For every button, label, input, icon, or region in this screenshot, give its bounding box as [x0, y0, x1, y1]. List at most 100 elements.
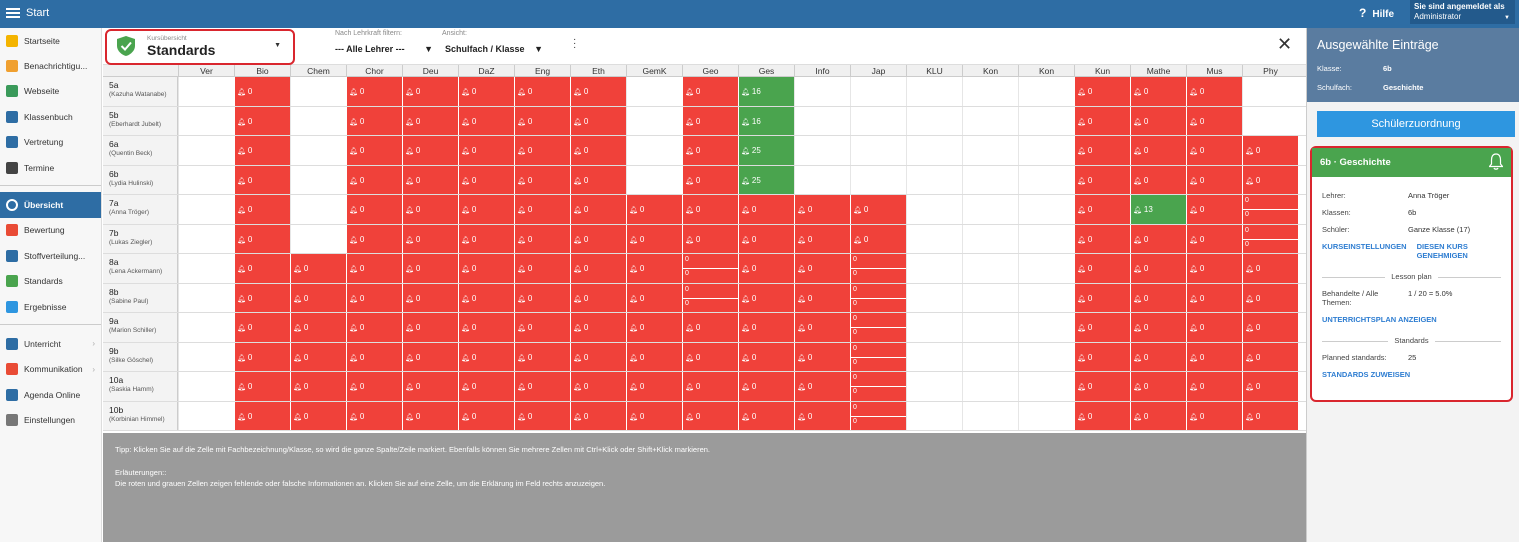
- grid-cell[interactable]: 🔔︎ 0: [682, 136, 738, 165]
- subject-header[interactable]: Mathe: [1130, 65, 1186, 76]
- grid-cell[interactable]: 🔔︎ 25: [738, 136, 794, 165]
- grid-cell[interactable]: 🔔︎ 0: [1186, 224, 1242, 253]
- grid-cell[interactable]: 🔔︎ 0: [514, 401, 570, 430]
- class-label[interactable]: 5b (Eberhardt Jubelt): [103, 106, 178, 135]
- grid-cell[interactable]: 🔔︎ 0: [1130, 401, 1186, 430]
- grid-cell[interactable]: 🔔︎ 0: [570, 195, 626, 224]
- grid-cell[interactable]: 🔔︎ 0: [1074, 254, 1130, 283]
- grid-cell[interactable]: 🔔︎ 0: [682, 195, 738, 224]
- grid-cell[interactable]: [906, 372, 962, 401]
- grid-cell[interactable]: 🔔︎ 0: [514, 254, 570, 283]
- grid-cell[interactable]: 🔔︎ 25: [738, 165, 794, 194]
- grid-cell[interactable]: [178, 283, 234, 312]
- grid-cell[interactable]: 🔔︎ 0: [626, 313, 682, 342]
- class-label[interactable]: 7b (Lukas Ziegler): [103, 224, 178, 253]
- grid-cell[interactable]: [906, 254, 962, 283]
- grid-cell[interactable]: 🔔︎ 0: [290, 283, 346, 312]
- subject-header[interactable]: Eng: [514, 65, 570, 76]
- grid-cell[interactable]: [850, 106, 906, 135]
- grid-cell[interactable]: 🔔︎ 0: [234, 195, 290, 224]
- sidebar-item-desk[interactable]: Unterricht ›: [0, 331, 101, 356]
- grid-cell[interactable]: 🔔︎ 0: [626, 372, 682, 401]
- grid-cell[interactable]: 🔔︎ 0: [290, 372, 346, 401]
- grid-cell[interactable]: [794, 136, 850, 165]
- grid-cell[interactable]: [906, 77, 962, 106]
- grid-cell[interactable]: 🔔︎ 0: [682, 224, 738, 253]
- subject-header[interactable]: Deu: [402, 65, 458, 76]
- grid-cell[interactable]: 🔔︎ 0: [402, 136, 458, 165]
- grid-cell[interactable]: 🔔︎ 0: [234, 401, 290, 430]
- grid-cell[interactable]: 🔔︎ 0: [794, 401, 850, 430]
- sidebar-item-pen[interactable]: Agenda Online: [0, 382, 101, 407]
- grid-cell[interactable]: [1018, 195, 1074, 224]
- grid-cell[interactable]: [1018, 224, 1074, 253]
- grid-cell[interactable]: 🔔︎ 0: [570, 106, 626, 135]
- grid-cell[interactable]: 🔔︎ 0: [794, 195, 850, 224]
- class-label[interactable]: 10a (Saskia Hamm): [103, 372, 178, 401]
- view-selector[interactable]: Kursübersicht Standards ▼: [105, 29, 295, 65]
- grid-cell[interactable]: [1018, 342, 1074, 371]
- grid-cell[interactable]: [906, 106, 962, 135]
- grid-cell[interactable]: [850, 136, 906, 165]
- grid-cell[interactable]: [962, 372, 1018, 401]
- grid-cell[interactable]: 🔔︎ 0: [738, 224, 794, 253]
- grid-cell[interactable]: [962, 77, 1018, 106]
- grid-cell[interactable]: 🔔︎ 0: [1186, 342, 1242, 371]
- grid-cell[interactable]: [962, 195, 1018, 224]
- grid-cell[interactable]: 🔔︎ 0: [514, 106, 570, 135]
- grid-cell[interactable]: [906, 342, 962, 371]
- grid-cell[interactable]: 🔔︎ 0: [1186, 401, 1242, 430]
- grid-cell[interactable]: 🔔︎ 0: [346, 165, 402, 194]
- sidebar-item-chat[interactable]: Kommunikation ›: [0, 357, 101, 382]
- grid-cell[interactable]: 🔔︎ 0: [1242, 313, 1298, 342]
- grid-cell[interactable]: 🔔︎ 0: [794, 224, 850, 253]
- subject-header[interactable]: Ges: [738, 65, 794, 76]
- more-options-icon[interactable]: · · ·: [573, 34, 577, 53]
- grid-cell[interactable]: 🔔︎ 0: [458, 283, 514, 312]
- grid-cell[interactable]: 🔔︎ 0: [346, 195, 402, 224]
- grid-cell[interactable]: 🔔︎ 0: [346, 106, 402, 135]
- grid-cell[interactable]: [290, 77, 346, 106]
- grid-cell[interactable]: [1018, 165, 1074, 194]
- grid-cell[interactable]: 🔔︎ 0: [738, 283, 794, 312]
- grid-cell[interactable]: 🔔︎ 0: [514, 195, 570, 224]
- grid-cell[interactable]: 🔔︎ 0: [458, 254, 514, 283]
- grid-cell[interactable]: 🔔︎ 0: [570, 401, 626, 430]
- grid-cell[interactable]: [962, 106, 1018, 135]
- grid-cell[interactable]: 🔔︎ 0: [458, 224, 514, 253]
- grid-cell[interactable]: 🔔︎ 0: [570, 372, 626, 401]
- grid-cell[interactable]: 🔔︎ 0: [738, 401, 794, 430]
- grid-cell[interactable]: [962, 136, 1018, 165]
- grid-cell[interactable]: 🔔︎ 0: [1186, 106, 1242, 135]
- grid-cell[interactable]: 🔔︎ 0: [458, 195, 514, 224]
- grid-cell[interactable]: [906, 165, 962, 194]
- grid-cell[interactable]: [178, 313, 234, 342]
- grid-cell[interactable]: 🔔︎ 0: [570, 342, 626, 371]
- grid-cell[interactable]: 🔔︎ 0: [1130, 106, 1186, 135]
- grid-cell[interactable]: 🔔︎ 0: [402, 106, 458, 135]
- subject-header[interactable]: Bio: [234, 65, 290, 76]
- grid-cell[interactable]: 🔔︎ 0: [626, 342, 682, 371]
- grid-cell[interactable]: 🔔︎ 0: [1242, 136, 1298, 165]
- grid-cell[interactable]: 🔔︎ 0: [402, 342, 458, 371]
- grid-cell[interactable]: [794, 165, 850, 194]
- class-label[interactable]: 7a (Anna Tröger): [103, 195, 178, 224]
- sidebar-item-grade[interactable]: Bewertung: [0, 218, 101, 243]
- grid-cell[interactable]: [850, 77, 906, 106]
- grid-cell[interactable]: 🔔︎ 0: [738, 195, 794, 224]
- grid-cell[interactable]: 🔔︎ 0: [1242, 401, 1298, 430]
- grid-cell[interactable]: [626, 106, 682, 135]
- grid-cell[interactable]: 🔔︎ 0: [1130, 165, 1186, 194]
- grid-cell[interactable]: [178, 106, 234, 135]
- subject-header[interactable]: KLU: [906, 65, 962, 76]
- subject-header[interactable]: Info: [794, 65, 850, 76]
- grid-cell[interactable]: 🔔︎ 0: [514, 342, 570, 371]
- grid-cell[interactable]: [1018, 254, 1074, 283]
- subject-header[interactable]: Geo: [682, 65, 738, 76]
- hamburger-menu-icon[interactable]: [6, 6, 20, 20]
- grid-cell[interactable]: [178, 254, 234, 283]
